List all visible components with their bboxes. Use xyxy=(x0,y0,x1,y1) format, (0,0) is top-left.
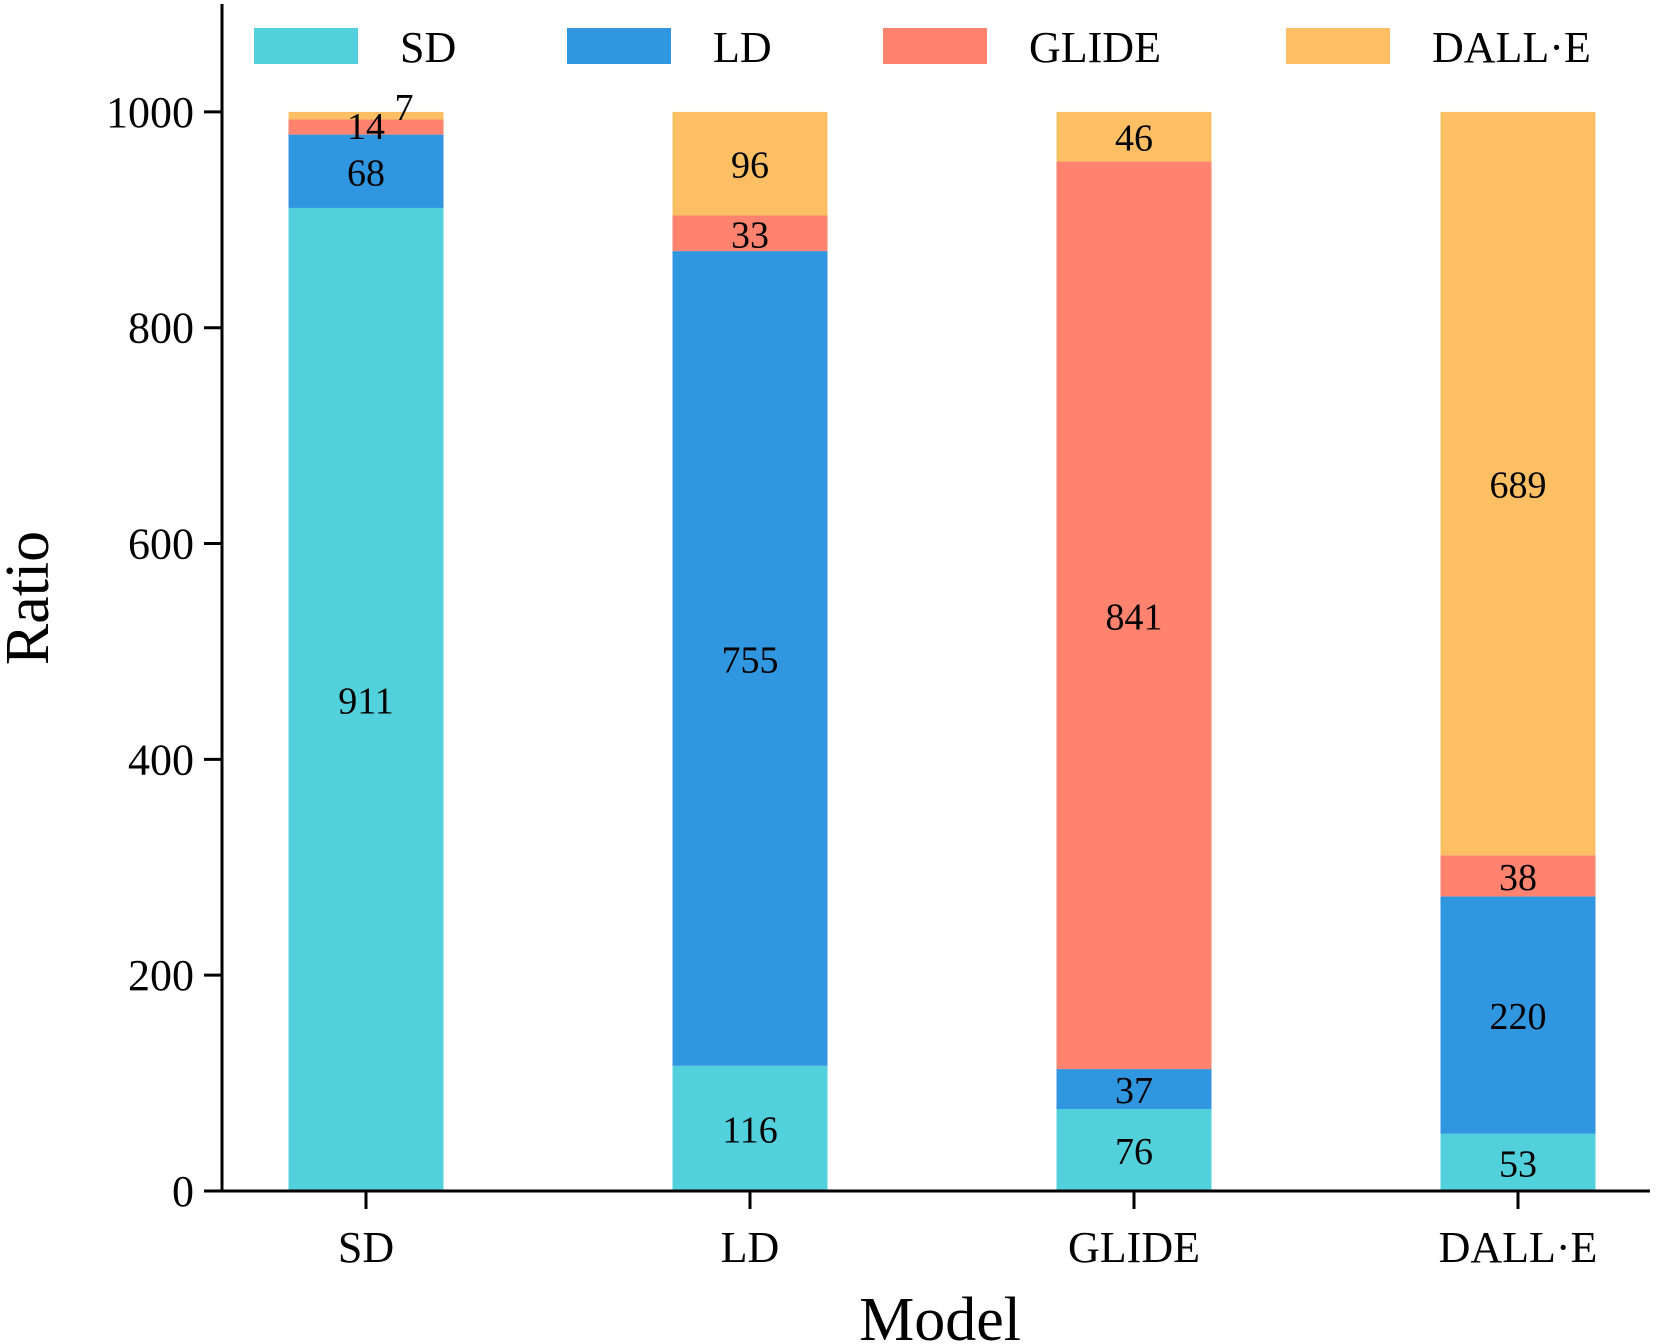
legend-swatch-ld xyxy=(567,28,671,64)
bar-glide-dall-e xyxy=(1056,111,1212,162)
data-label-sd-glide: 14 xyxy=(347,106,385,148)
bars-layer xyxy=(288,111,1596,1191)
legend: SD LD GLIDE DALL·E xyxy=(254,23,1591,72)
data-label-dall-e-dall-e: 689 xyxy=(1490,465,1547,507)
data-label-glide-sd: 76 xyxy=(1115,1131,1153,1173)
data-label-ld-sd: 116 xyxy=(722,1109,778,1151)
x-tick-label-dall-e: DALL·E xyxy=(1439,1223,1598,1272)
x-tick-label-sd: SD xyxy=(338,1223,394,1272)
data-label-ld-glide: 33 xyxy=(731,214,769,256)
legend-label-sd: SD xyxy=(400,23,456,72)
y-tick-label-200: 200 xyxy=(128,951,194,1000)
bar-ld-dall-e xyxy=(672,111,828,216)
y-tick-label-800: 800 xyxy=(128,304,194,353)
y-axis-title: Ratio xyxy=(0,531,62,665)
bar-glide-glide xyxy=(1056,161,1212,1070)
data-label-dall-e-glide: 38 xyxy=(1499,857,1537,899)
legend-swatch-glide xyxy=(883,28,987,64)
bar-dall-e-dall-e xyxy=(1440,111,1596,856)
bar-sd-sd xyxy=(288,207,444,1191)
bar-sd-ld xyxy=(288,134,444,208)
data-label-glide-dall-e: 46 xyxy=(1115,118,1153,160)
y-tick-label-1000: 1000 xyxy=(106,88,194,137)
x-tick-label-ld: LD xyxy=(721,1223,780,1272)
data-label-dall-e-ld: 220 xyxy=(1490,996,1547,1038)
x-axis-title: Model xyxy=(859,1286,1021,1344)
y-tick-label-400: 400 xyxy=(128,735,194,784)
bar-glide-ld xyxy=(1056,1069,1212,1109)
data-label-ld-dall-e: 96 xyxy=(731,145,769,187)
legend-label-ld: LD xyxy=(713,23,772,72)
bar-dall-e-glide xyxy=(1440,855,1596,897)
bar-ld-glide xyxy=(672,215,828,252)
data-label-sd-sd: 911 xyxy=(338,680,394,722)
bar-dall-e-ld xyxy=(1440,896,1596,1134)
bar-sd-dall-e xyxy=(288,111,444,120)
data-label-ld-ld: 755 xyxy=(722,639,779,681)
legend-label-glide: GLIDE xyxy=(1029,23,1161,72)
y-tick-label-0: 0 xyxy=(172,1167,194,1216)
bar-glide-sd xyxy=(1056,1108,1212,1191)
y-tick-label-600: 600 xyxy=(128,520,194,569)
data-label-sd-dall-e: 7 xyxy=(395,87,414,129)
axes-layer: 0 200 400 600 800 1000 SD LD GLIDE DALL·E Model Rat… xyxy=(0,4,1650,1344)
bar-ld-sd xyxy=(672,1065,828,1191)
legend-swatch-dall-e xyxy=(1286,28,1390,64)
bar-dall-e-sd xyxy=(1440,1133,1596,1191)
bar-ld-ld xyxy=(672,251,828,1066)
data-label-glide-glide: 841 xyxy=(1106,596,1163,638)
legend-label-dall-e: DALL·E xyxy=(1432,23,1591,72)
x-tick-label-glide: GLIDE xyxy=(1068,1223,1200,1272)
bar-sd-glide xyxy=(288,119,444,135)
legend-swatch-sd xyxy=(254,28,358,64)
data-label-sd-ld: 68 xyxy=(347,152,385,194)
data-label-glide-ld: 37 xyxy=(1115,1070,1153,1112)
data-label-dall-e-sd: 53 xyxy=(1499,1143,1537,1185)
